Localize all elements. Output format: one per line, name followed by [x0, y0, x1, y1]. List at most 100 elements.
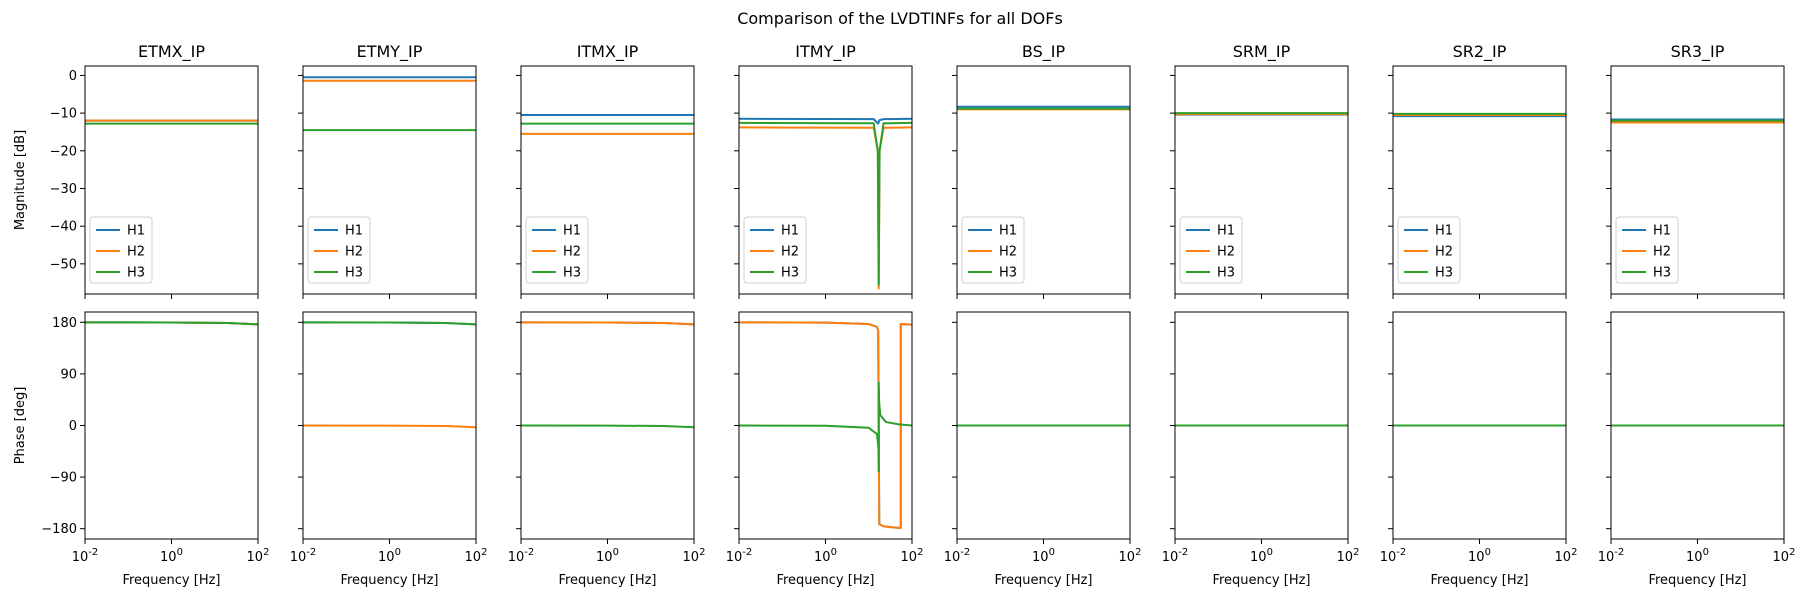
panel-title: SR3_IP [1671, 42, 1725, 62]
x-tick-label: 100 [1468, 547, 1491, 565]
legend-label: H1 [1653, 224, 1671, 239]
phase-series [739, 321, 912, 530]
phase-axes: 10-2 100 102 Frequency [Hz] [1380, 311, 1578, 588]
y-tick-label: −180 [41, 522, 77, 537]
legend: H1 H2 H3 [1397, 216, 1461, 284]
panel-title: BS_IP [1022, 42, 1066, 62]
x-tick-label: 102 [901, 547, 924, 565]
x-axis-label: Frequency [Hz] [1430, 573, 1528, 588]
y-tick-label: 90 [60, 367, 77, 382]
x-tick-label: 10-2 [290, 547, 317, 565]
magnitude-series [1611, 118, 1784, 124]
x-tick-label: 10-2 [1162, 547, 1189, 565]
phase-axes: 10-2 100 102 Frequency [Hz] [508, 311, 706, 588]
legend: H1 H2 H3 [525, 216, 589, 284]
series-line-h2 [521, 321, 694, 326]
x-axis-label: Frequency [Hz] [1212, 573, 1310, 588]
magnitude-axes: H1 H2 H3 [1606, 65, 1785, 299]
series-line-h2 [739, 321, 912, 530]
panel-bs-ip: BS_IP H1 H2 H3 10-2 100 102 Frequency [Hz] [944, 42, 1142, 588]
legend-label: H2 [563, 245, 581, 260]
magnitude-axes: 0 −10 −20 −30 −40 −50 Magnitude [dB] H1 H2 H3 [13, 65, 259, 299]
x-tick-label: 100 [814, 547, 837, 565]
x-tick-label: 10-2 [508, 547, 535, 565]
panel-title: ITMX_IP [577, 42, 639, 62]
legend-box [307, 216, 371, 284]
legend-label: H1 [999, 224, 1017, 239]
legend-box [525, 216, 589, 284]
legend-label: H1 [127, 224, 145, 239]
phase-axes: 10-2 100 102 Frequency [Hz] [1162, 311, 1359, 588]
legend-label: H2 [1435, 245, 1453, 260]
y-tick-label: 180 [52, 316, 77, 331]
magnitude-series [739, 117, 912, 290]
legend-box [1179, 216, 1243, 284]
x-axis-label: Frequency [Hz] [994, 573, 1092, 588]
series-line-h3 [85, 321, 258, 326]
x-tick-label: 100 [596, 547, 619, 565]
y-tick-label: −30 [50, 182, 77, 197]
legend: H1 H2 H3 [961, 216, 1025, 284]
x-tick-label: 10-2 [1598, 547, 1625, 565]
x-axis-label: Frequency [Hz] [776, 573, 874, 588]
x-tick-label: 10-2 [944, 547, 971, 565]
y-tick-label: −10 [50, 107, 77, 122]
x-axis-label: Frequency [Hz] [340, 573, 438, 588]
x-tick-label: 10-2 [726, 547, 753, 565]
x-tick-label: 10-2 [1380, 547, 1407, 565]
x-tick-label: 102 [247, 547, 270, 565]
figure-title: Comparison of the LVDTINFs for all DOFs [737, 9, 1063, 28]
magnitude-axes: H1 H2 H3 [298, 65, 477, 299]
panel-title: ETMX_IP [138, 42, 205, 62]
magnitude-series [1393, 112, 1566, 118]
panel-title: ITMY_IP [795, 42, 856, 62]
series-line-h3 [739, 121, 912, 286]
series-line-h3 [521, 424, 694, 429]
y-axis-label: Magnitude [dB] [13, 130, 28, 230]
legend-label: H3 [999, 266, 1017, 281]
x-tick-label: 10-2 [72, 547, 99, 565]
series-line-h2 [303, 424, 476, 429]
legend-label: H2 [127, 245, 145, 260]
legend-label: H1 [781, 224, 799, 239]
panel-etmy-ip: ETMY_IP H1 H2 H3 10-2 100 102 Frequency [Hz] [290, 42, 488, 588]
y-tick-label: −90 [50, 471, 77, 486]
x-tick-label: 100 [378, 547, 401, 565]
magnitude-axes: H1 H2 H3 [1170, 65, 1349, 299]
legend-label: H1 [563, 224, 581, 239]
legend-label: H3 [1217, 266, 1235, 281]
x-tick-label: 102 [1555, 547, 1578, 565]
panel-sr2-ip: SR2_IP H1 H2 H3 10-2 100 102 Frequency [Hz] [1380, 42, 1578, 588]
legend: H1 H2 H3 [1615, 216, 1679, 284]
magnitude-axes: H1 H2 H3 [952, 65, 1131, 299]
legend-label: H2 [345, 245, 363, 260]
panel-itmy-ip: ITMY_IP H1 H2 H3 10-2 100 102 Frequency [Hz] [726, 42, 924, 588]
magnitude-series [521, 113, 694, 135]
panel-sr3-ip: SR3_IP H1 H2 H3 10-2 100 102 Frequency [Hz] [1598, 42, 1796, 588]
legend: H1 H2 H3 [743, 216, 807, 284]
series-line-h3 [739, 381, 912, 473]
magnitude-series [957, 105, 1130, 111]
phase-series [303, 321, 476, 429]
panel-itmx-ip: ITMX_IP H1 H2 H3 10-2 100 102 Frequency [Hz] [508, 42, 706, 588]
phase-axes: 10-2 100 102 Frequency [Hz] [944, 311, 1141, 588]
legend-label: H3 [1653, 266, 1671, 281]
x-axis-label: Frequency [Hz] [558, 573, 656, 588]
y-tick-label: −20 [50, 144, 77, 159]
legend: H1 H2 H3 [307, 216, 371, 284]
x-tick-label: 102 [683, 547, 706, 565]
magnitude-series [1175, 112, 1348, 116]
legend-box [743, 216, 807, 284]
legend-label: H3 [127, 266, 145, 281]
phase-axes: 180 90 0 −90 −180 10-2 100 102 Frequency [Hz] Pha… [13, 311, 270, 588]
panel-srm-ip: SRM_IP H1 H2 H3 10-2 100 102 Frequency [Hz] [1162, 42, 1360, 588]
x-tick-label: 102 [465, 547, 488, 565]
y-tick-label: 0 [69, 69, 77, 84]
magnitude-axes: H1 H2 H3 [1388, 65, 1567, 299]
legend-label: H2 [1217, 245, 1235, 260]
legend-label: H2 [1653, 245, 1671, 260]
magnitude-series [85, 119, 258, 125]
legend-box [961, 216, 1025, 284]
